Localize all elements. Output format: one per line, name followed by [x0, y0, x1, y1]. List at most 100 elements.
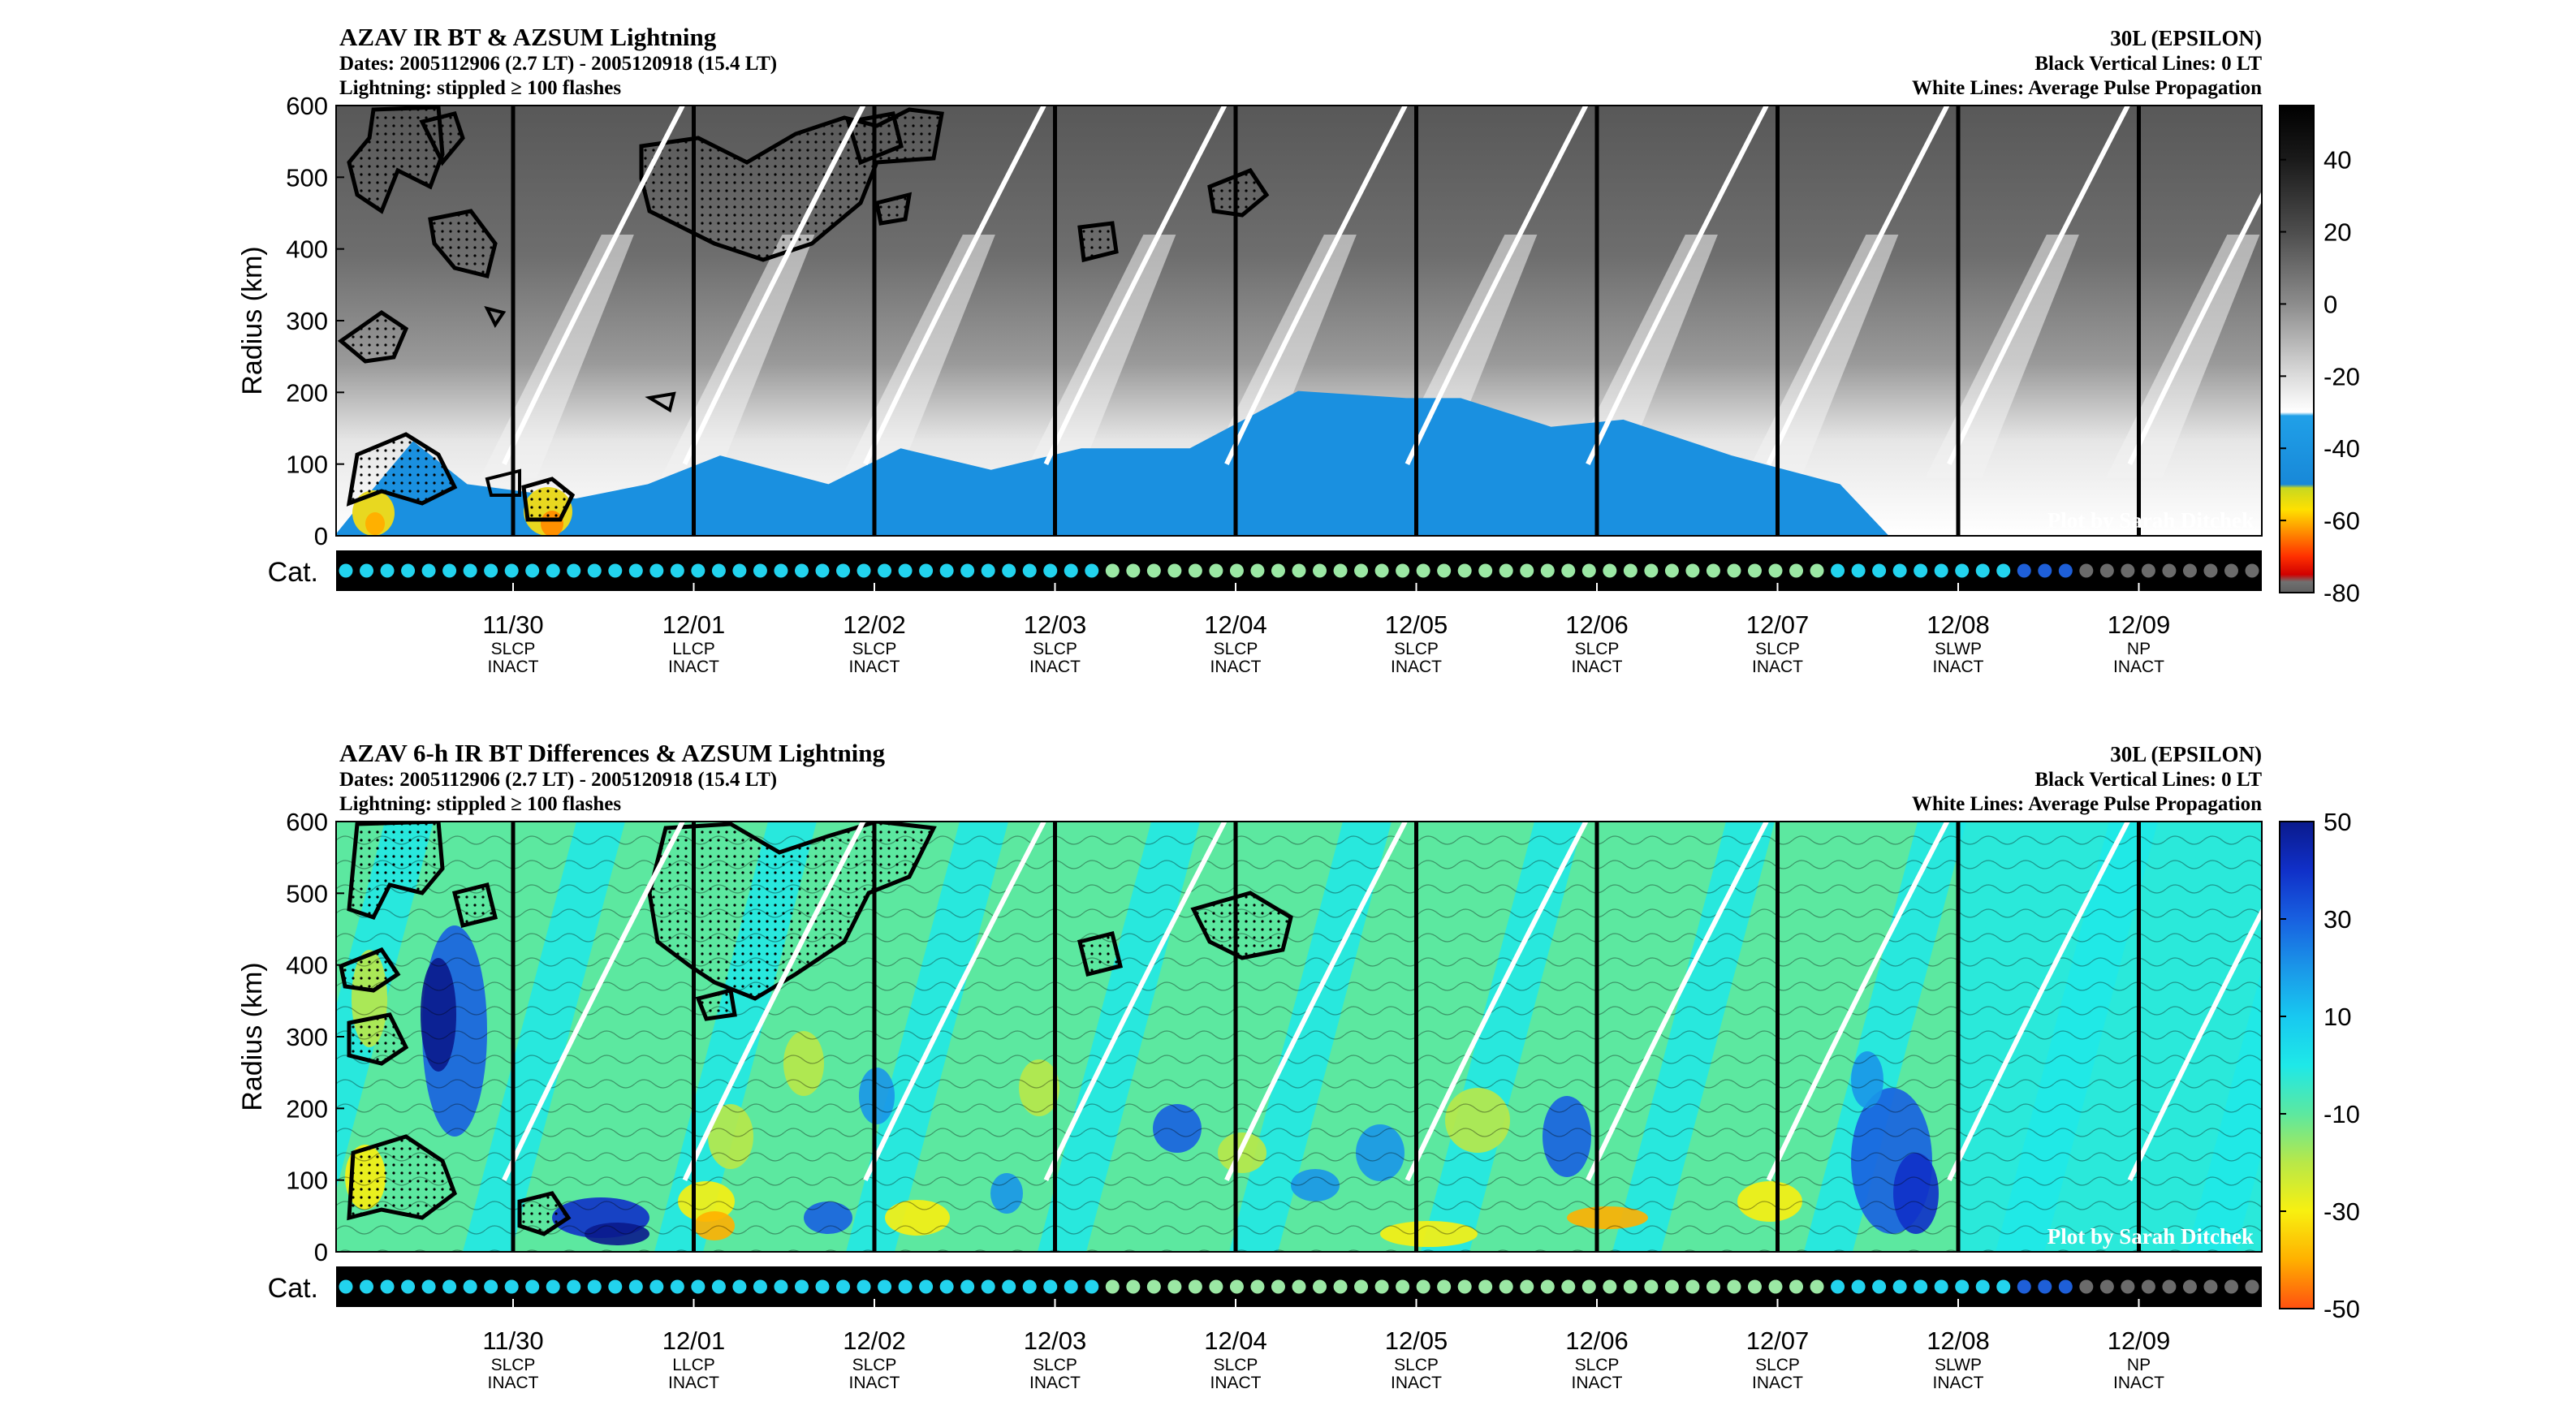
x-tick-date: 12/06 [1565, 1327, 1629, 1355]
cat-dot [484, 1279, 498, 1294]
cat-dot [2121, 1279, 2135, 1294]
cat-dot [1333, 563, 1348, 578]
y-tick-label: 600 [286, 808, 328, 836]
x-tick-date: 12/05 [1385, 610, 1448, 639]
cat-dot [1561, 1279, 1576, 1294]
panel-1-white-lines-note: White Lines: Average Pulse Propagation [1912, 77, 2262, 99]
x-tick-category: SLCP [1214, 640, 1258, 658]
cat-dot [836, 1279, 851, 1294]
cat-dot [1292, 1279, 1306, 1294]
cat-dot [1603, 563, 1617, 578]
cat-dot [2058, 563, 2073, 578]
panel-2-white-lines-note: White Lines: Average Pulse Propagation [1912, 793, 2262, 815]
y-tick-label: 100 [286, 451, 328, 479]
cat-dot [1188, 563, 1202, 578]
panel-2-cat-label: Cat. [268, 1273, 318, 1304]
x-tick-activity: INACT [1210, 1374, 1262, 1392]
colorbar-tick-label: -60 [2324, 507, 2360, 535]
cat-dot [1499, 563, 1513, 578]
cat-dot [1727, 1279, 1741, 1294]
panel-2-cat-dots [339, 1279, 2259, 1294]
cat-dot [878, 563, 892, 578]
y-tick-label: 0 [314, 522, 328, 550]
cat-dot [484, 563, 498, 578]
cat-dot [857, 563, 871, 578]
cat-dot [2058, 1279, 2073, 1294]
cat-dot [649, 1279, 664, 1294]
x-tick-category: SLCP [1755, 1356, 1800, 1374]
cat-dot [1374, 563, 1389, 578]
cat-dot [691, 1279, 705, 1294]
x-tick-activity: INACT [488, 658, 539, 676]
colorbar-tick-label: 0 [2324, 290, 2337, 318]
cat-dot [1416, 1279, 1430, 1294]
cat-dot [960, 563, 975, 578]
cat-dot [939, 563, 954, 578]
cat-dot [1209, 1279, 1223, 1294]
x-tick-category: SLCP [1214, 1356, 1258, 1374]
y-tick-label: 200 [286, 1094, 328, 1123]
panel-2-contour-texture [336, 822, 2262, 1252]
cat-dot [1685, 1279, 1700, 1294]
x-tick-date: 12/08 [1927, 610, 1990, 639]
colorbar-tick-label: -80 [2324, 579, 2360, 607]
cat-dot [1851, 563, 1866, 578]
x-tick-activity: INACT [1391, 658, 1442, 676]
y-tick-label: 300 [286, 1023, 328, 1051]
panel-1-black-lines-note: Black Vertical Lines: 0 LT [2034, 53, 2262, 75]
panel-2-credit: Plot by Sarah Ditchek [2047, 1224, 2254, 1249]
cat-dot [1229, 1279, 1244, 1294]
cat-dot [628, 563, 643, 578]
cat-dot [1644, 563, 1659, 578]
x-tick-date: 11/30 [482, 1327, 543, 1355]
pulse-line [502, 106, 685, 465]
cat-dot [1457, 1279, 1472, 1294]
x-tick-date: 12/07 [1746, 1327, 1810, 1355]
cat-dot [1085, 1279, 1099, 1294]
x-tick-category: SLCP [1755, 640, 1800, 658]
cat-dot [442, 563, 457, 578]
cat-dot [1250, 563, 1265, 578]
panel-1-pulse-lines [502, 106, 2262, 465]
cat-dot [567, 563, 581, 578]
x-tick-category: SLCP [1575, 640, 1620, 658]
panel-1-day-ticks: 11/30SLCPINACT12/01LLCPINACT12/02SLCPINA… [482, 583, 2170, 676]
x-tick-category: SLCP [1394, 1356, 1439, 1374]
cat-dot [1581, 1279, 1596, 1294]
cat-dot [1685, 563, 1700, 578]
pulse-line [1043, 106, 1228, 465]
cat-dot [2203, 1279, 2218, 1294]
pulse-line [1586, 106, 1769, 465]
cat-dot [1333, 1279, 1348, 1294]
y-tick-label: 0 [314, 1238, 328, 1266]
x-tick-category: SLCP [1033, 640, 1077, 658]
cat-dot [608, 1279, 623, 1294]
cat-dot [608, 563, 623, 578]
x-tick-category: SLWP [1935, 640, 1982, 658]
cat-dot [1664, 563, 1679, 578]
cat-dot [2224, 563, 2238, 578]
cat-dot [1146, 1279, 1161, 1294]
y-tick-label: 100 [286, 1167, 328, 1195]
x-tick-date: 12/06 [1565, 610, 1629, 639]
cat-dot [1064, 563, 1078, 578]
pulse-line [682, 822, 866, 1181]
cat-dot [1892, 1279, 1907, 1294]
cat-dot [919, 1279, 934, 1294]
cat-dot [1229, 563, 1244, 578]
cat-dot [380, 1279, 395, 1294]
pulse-line [1224, 106, 1408, 465]
panel-2-lightning-note: Lightning: stippled ≥ 100 flashes [339, 793, 621, 815]
cat-dot [1727, 563, 1741, 578]
panel-2: AZAV 6-h IR BT Differences & AZSUM Light… [237, 739, 2360, 1392]
y-tick-label: 200 [286, 378, 328, 407]
cat-dot [1043, 1279, 1058, 1294]
x-tick-category: SLCP [491, 1356, 536, 1374]
cat-dot [1437, 563, 1452, 578]
cat-dot [2079, 1279, 2094, 1294]
pulse-line [502, 822, 685, 1181]
cat-dot [2038, 563, 2052, 578]
cat-dot [857, 1279, 871, 1294]
cat-dot [670, 1279, 684, 1294]
cat-dot [2017, 563, 2031, 578]
